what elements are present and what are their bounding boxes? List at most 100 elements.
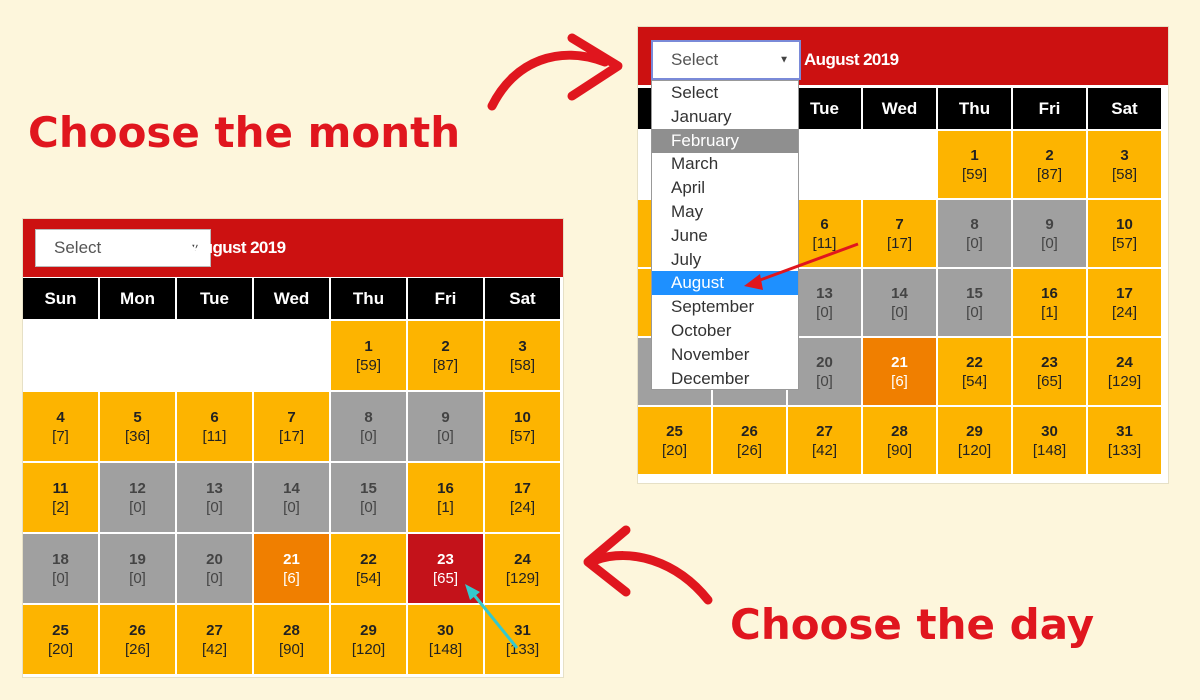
day-count: [57] <box>1111 234 1138 252</box>
day-cell-14[interactable]: 14 [0] <box>254 463 329 532</box>
day-cell-6[interactable]: 6 [11] <box>177 392 252 461</box>
day-cell-25[interactable]: 25 [20] <box>23 605 98 674</box>
day-cell-30[interactable]: 30 [148] <box>1013 407 1086 474</box>
day-cell-23[interactable]: 23 [65] <box>1013 338 1086 405</box>
day-cell-8[interactable]: 8 [0] <box>331 392 406 461</box>
month-select[interactable]: Select ▼ <box>651 40 801 80</box>
day-number: 25 <box>52 621 69 639</box>
day-number: 10 <box>514 408 531 426</box>
day-cell-14[interactable]: 14 [0] <box>863 269 936 336</box>
weekday-mon: Mon <box>100 278 175 319</box>
day-cell-26[interactable]: 26 [26] <box>100 605 175 674</box>
day-count: [0] <box>129 569 146 587</box>
weekday-thu: Thu <box>331 278 406 319</box>
month-option-june[interactable]: June <box>671 225 708 245</box>
weekday-fri: Fri <box>1013 88 1086 129</box>
empty-day-cell <box>254 321 329 390</box>
day-cell-27[interactable]: 27 [42] <box>177 605 252 674</box>
day-cell-5[interactable]: 5 [36] <box>100 392 175 461</box>
day-cell-17[interactable]: 17 [24] <box>485 463 560 532</box>
day-cell-30[interactable]: 30 [148] <box>408 605 483 674</box>
day-cell-7[interactable]: 7 [17] <box>863 200 936 267</box>
month-option-february[interactable]: February <box>652 128 798 153</box>
day-number: 8 <box>364 408 373 426</box>
day-count: [0] <box>52 569 69 587</box>
month-select-value: Select <box>54 238 102 257</box>
day-cell-11[interactable]: 11 [2] <box>23 463 98 532</box>
day-cell-15[interactable]: 15 [0] <box>938 269 1011 336</box>
day-cell-2[interactable]: 2 [87] <box>408 321 483 390</box>
day-cell-24[interactable]: 24 [129] <box>485 534 560 603</box>
day-number: 22 <box>966 353 983 371</box>
day-cell-3[interactable]: 3 [58] <box>485 321 560 390</box>
day-number: 23 <box>1041 353 1058 371</box>
day-count: [11] <box>812 234 837 252</box>
day-cell-26[interactable]: 26 [26] <box>713 407 786 474</box>
month-dropdown-list[interactable]: Select January February March April May June Ju… <box>651 80 799 390</box>
day-cell-8[interactable]: 8 [0] <box>938 200 1011 267</box>
day-cell-21[interactable]: 21 [6] <box>254 534 329 603</box>
day-cell-19[interactable]: 19 [0] <box>100 534 175 603</box>
day-cell-27[interactable]: 27 [42] <box>788 407 861 474</box>
day-cell-10[interactable]: 10 [57] <box>1088 200 1161 267</box>
day-cell-20[interactable]: 20 [0] <box>788 338 861 405</box>
month-option-december[interactable]: December <box>671 368 750 388</box>
day-cell-12[interactable]: 12 [0] <box>100 463 175 532</box>
day-count: [120] <box>957 441 992 459</box>
month-option-select[interactable]: Select <box>671 83 719 102</box>
day-number: 1 <box>970 146 979 164</box>
day-cell-31[interactable]: 31 [133] <box>1088 407 1161 474</box>
month-option-november[interactable]: November <box>671 344 750 364</box>
day-cell-22[interactable]: 22 [54] <box>938 338 1011 405</box>
empty-day-cell <box>100 321 175 390</box>
day-cell-9[interactable]: 9 [0] <box>1013 200 1086 267</box>
day-cell-29[interactable]: 29 [120] <box>938 407 1011 474</box>
day-count: [0] <box>283 498 300 516</box>
choose-day-label: Choose the day <box>730 600 1095 649</box>
day-cell-16[interactable]: 16 [1] <box>408 463 483 532</box>
day-cell-20[interactable]: 20 [0] <box>177 534 252 603</box>
day-cell-1[interactable]: 1 [59] <box>331 321 406 390</box>
day-cell-29[interactable]: 29 [120] <box>331 605 406 674</box>
month-option-july[interactable]: July <box>671 249 702 269</box>
day-number: 7 <box>287 408 296 426</box>
day-number: 6 <box>820 215 829 233</box>
day-cell-21[interactable]: 21 [6] <box>863 338 936 405</box>
month-option-may[interactable]: May <box>671 202 704 221</box>
day-cell-13[interactable]: 13 [0] <box>177 463 252 532</box>
month-option-september[interactable]: September <box>671 297 755 317</box>
day-count: [2] <box>52 498 69 516</box>
day-count: [42] <box>811 441 838 459</box>
day-cell-2[interactable]: 2 [87] <box>1013 131 1086 198</box>
day-cell-15[interactable]: 15 [0] <box>331 463 406 532</box>
day-cell-4[interactable]: 4 [7] <box>23 392 98 461</box>
day-cell-1[interactable]: 1 [59] <box>938 131 1011 198</box>
day-cell-31[interactable]: 31 [133] <box>485 605 560 674</box>
day-cell-9[interactable]: 9 [0] <box>408 392 483 461</box>
day-cell-22[interactable]: 22 [54] <box>331 534 406 603</box>
month-option-october[interactable]: October <box>671 321 732 340</box>
day-cell-17[interactable]: 17 [24] <box>1088 269 1161 336</box>
day-cell-13[interactable]: 13 [0] <box>788 269 861 336</box>
day-cell-10[interactable]: 10 [57] <box>485 392 560 461</box>
day-cell-16[interactable]: 16 [1] <box>1013 269 1086 336</box>
day-cell-18[interactable]: 18 [0] <box>23 534 98 603</box>
day-number: 5 <box>133 408 142 426</box>
month-option-january[interactable]: January <box>671 106 732 126</box>
chevron-down-icon: ▼ <box>779 54 789 66</box>
day-number: 29 <box>966 422 983 440</box>
day-number: 27 <box>206 621 223 639</box>
day-cell-28[interactable]: 28 [90] <box>254 605 329 674</box>
day-number: 22 <box>360 550 377 568</box>
day-cell-3[interactable]: 3 [58] <box>1088 131 1161 198</box>
day-cell-24[interactable]: 24 [129] <box>1088 338 1161 405</box>
day-cell-28[interactable]: 28 [90] <box>863 407 936 474</box>
day-cell-25[interactable]: 25 [20] <box>638 407 711 474</box>
day-cell-7[interactable]: 7 [17] <box>254 392 329 461</box>
day-number: 14 <box>283 479 300 497</box>
day-count: [0] <box>360 427 377 445</box>
month-select[interactable]: Select ▼ <box>35 229 211 267</box>
month-option-march[interactable]: March <box>671 154 719 174</box>
month-option-april[interactable]: April <box>671 178 706 198</box>
